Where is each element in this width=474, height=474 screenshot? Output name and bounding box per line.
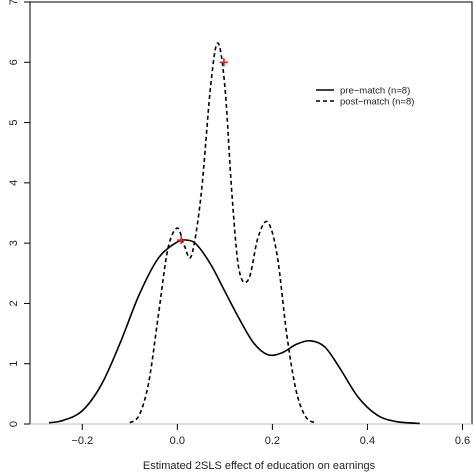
- x-axis: −0.2 0.0 0.2 0.4 0.6: [71, 424, 470, 447]
- y-tick-label: 6: [8, 59, 20, 65]
- legend-label-post-match: post−match (n=8): [340, 97, 414, 108]
- series-group: [48, 42, 420, 425]
- x-tick-label: 0.0: [170, 435, 185, 447]
- marker-group: [177, 58, 228, 245]
- y-tick-label: 4: [8, 180, 20, 186]
- y-tick-label: 5: [8, 120, 20, 126]
- legend-label-pre-match: pre−match (n=8): [340, 86, 410, 97]
- y-tick-label: 7: [8, 0, 20, 5]
- series-line-pre-match: [48, 238, 420, 425]
- x-tick-label: 0.4: [360, 435, 375, 447]
- x-axis-label: Estimated 2SLS effect of education on ea…: [143, 460, 376, 472]
- marker-1: [177, 236, 186, 245]
- y-tick-label: 3: [8, 240, 20, 246]
- x-tick-label: 0.2: [265, 435, 280, 447]
- y-axis: 0 1 2 3 4 5 6 7: [8, 0, 30, 427]
- series-line-post-match: [129, 42, 316, 424]
- y-tick-label: 1: [8, 361, 20, 367]
- x-tick-label: 0.6: [455, 435, 470, 447]
- y-tick-label: 0: [8, 421, 20, 427]
- plot-frame: [29, 1, 473, 425]
- plot-box: [29, 1, 473, 425]
- marker-2: [219, 58, 228, 67]
- legend: pre−match (n=8)post−match (n=8): [316, 86, 414, 108]
- x-tick-label: −0.2: [71, 435, 93, 447]
- y-tick-label: 2: [8, 300, 20, 306]
